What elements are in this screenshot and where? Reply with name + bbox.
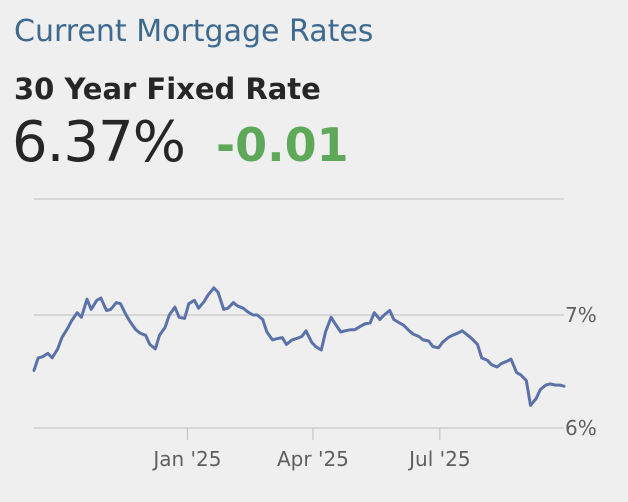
current-rate-value: 6.37% bbox=[12, 110, 186, 175]
rate-change-value: -0.01 bbox=[216, 118, 349, 172]
rate-type-heading: 30 Year Fixed Rate bbox=[14, 72, 321, 106]
page-title: Current Mortgage Rates bbox=[14, 14, 374, 49]
y-tick-label: 7% bbox=[565, 303, 597, 327]
x-tick-label: Jan '25 bbox=[151, 447, 221, 471]
x-axis-ticks: Jan '25 Apr '25 Jul '25 bbox=[151, 428, 471, 471]
x-tick-label: Jul '25 bbox=[407, 447, 470, 471]
y-tick-labels: 7% 6% bbox=[565, 303, 597, 440]
y-gridlines bbox=[34, 314, 564, 429]
series-line bbox=[32, 286, 566, 407]
y-tick-label: 6% bbox=[565, 416, 597, 440]
x-tick-label: Apr '25 bbox=[277, 447, 349, 471]
